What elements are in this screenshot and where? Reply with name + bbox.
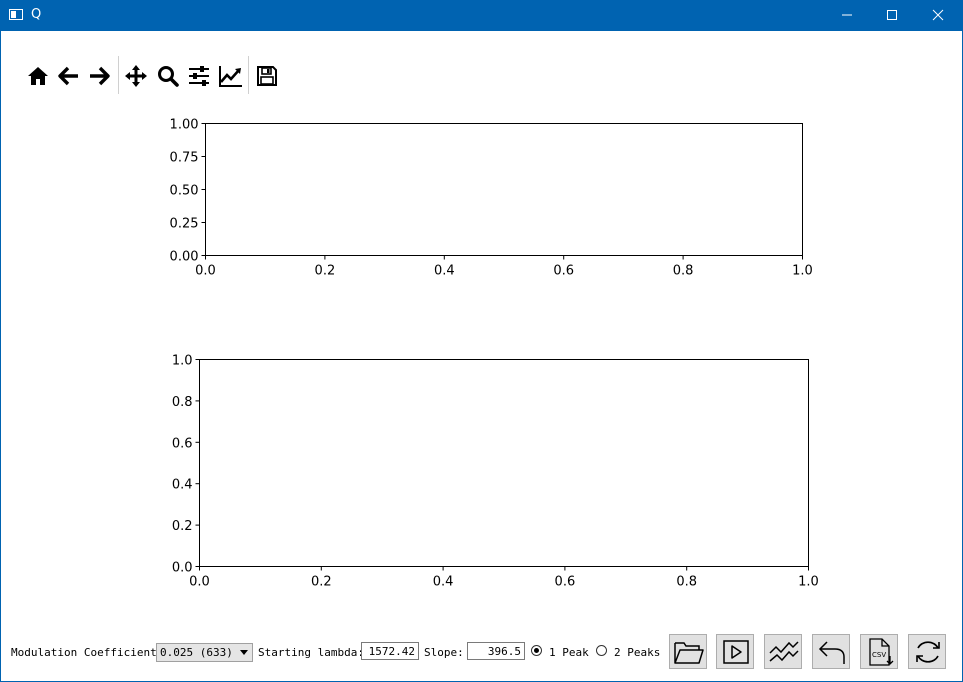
y-tick-label: 0.6 (172, 436, 193, 451)
x-tick-label: 0.8 (676, 575, 697, 590)
slope-label: Slope: (424, 646, 464, 659)
x-tick-label: 0.2 (311, 575, 332, 590)
undo-icon (818, 641, 845, 664)
x-tick-label: 1.0 (798, 575, 819, 590)
home-icon (28, 67, 48, 85)
plot-bottom[interactable]: 0.0 0.2 0.4 0.6 0.8 1.0 0.0 0.2 0.4 0.6 0.8 1.0 (150, 348, 840, 593)
app-icon (9, 9, 23, 20)
y-tick-label: 0.50 (170, 184, 199, 199)
svg-text:CSV: CSV (872, 651, 886, 659)
undo-button[interactable] (812, 634, 850, 669)
x-tick-label: 0.2 (315, 264, 336, 279)
edit-axis-button[interactable] (216, 62, 244, 90)
slope-input[interactable]: 396.5 (467, 642, 525, 660)
x-tick-label: 0.8 (673, 264, 694, 279)
y-tick-label: 1.00 (170, 118, 199, 133)
configure-subplots-icon (189, 66, 209, 86)
zoom-icon (158, 66, 179, 87)
save-button[interactable] (253, 62, 281, 90)
refresh-button[interactable] (908, 634, 946, 669)
toolbar-separator (248, 56, 249, 94)
radio-1-peak-label: 1 Peak (549, 646, 589, 659)
pan-button[interactable] (122, 62, 150, 90)
axes-frame (199, 359, 809, 567)
edit-axis-icon (219, 66, 242, 87)
open-folder-button[interactable] (669, 634, 707, 669)
save-icon (257, 66, 277, 86)
pan-icon (125, 65, 147, 87)
y-tick-label: 0.0 (172, 561, 193, 576)
zoom-button[interactable] (154, 62, 182, 90)
curves-button[interactable] (764, 634, 802, 669)
y-tick-label: 1.0 (172, 354, 193, 369)
configure-subplots-button[interactable] (185, 62, 213, 90)
maximize-button[interactable] (869, 0, 915, 31)
toolbar-separator (118, 56, 119, 94)
x-tick-label: 0.6 (555, 575, 576, 590)
y-tick-label: 0.4 (172, 478, 193, 493)
starting-lambda-input[interactable]: 1572.42 (361, 642, 419, 660)
y-tick-label: 0.00 (170, 250, 199, 265)
x-tick-label: 0.4 (434, 264, 455, 279)
y-tick-label: 0.25 (170, 217, 199, 232)
modulation-coefficient-select[interactable]: 0.025 (633) (156, 643, 253, 662)
close-icon (932, 9, 944, 21)
y-tick-label: 0.8 (172, 395, 193, 410)
x-tick-label: 0.0 (195, 264, 216, 279)
modulation-coefficient-value: 0.025 (633) (160, 646, 233, 659)
forward-arrow-icon (90, 66, 110, 86)
modulation-coefficient-label: Modulation Coefficient: (11, 646, 164, 659)
radio-2-peaks[interactable] (596, 645, 607, 656)
radio-2-peaks-label: 2 Peaks (614, 646, 661, 659)
open-folder-icon (674, 642, 704, 664)
curves-icon (769, 641, 799, 662)
home-button[interactable] (24, 62, 52, 90)
plot-top[interactable]: 0.0 0.2 0.4 0.6 0.8 1.0 0.00 0.25 0.50 0.75 1.00 (150, 112, 830, 282)
starting-lambda-label: Starting lambda: (258, 646, 364, 659)
minimize-button[interactable] (824, 0, 870, 31)
x-tick-label: 0.6 (553, 264, 574, 279)
title-bar: Q (0, 0, 963, 31)
forward-button[interactable] (85, 62, 113, 90)
close-button[interactable] (915, 0, 961, 31)
csv-export-button[interactable]: CSV (860, 634, 898, 669)
play-button[interactable] (716, 634, 754, 669)
x-tick-label: 1.0 (792, 264, 813, 279)
back-button[interactable] (55, 62, 83, 90)
window-title: Q (31, 7, 42, 22)
csv-export-icon: CSV (869, 638, 894, 666)
radio-selected-dot (534, 648, 539, 653)
axes-frame (205, 123, 803, 256)
chevron-down-icon (240, 650, 248, 655)
x-tick-label: 0.0 (189, 575, 210, 590)
refresh-icon (916, 641, 940, 663)
radio-1-peak[interactable] (531, 645, 542, 656)
back-arrow-icon (58, 66, 78, 86)
y-tick-label: 0.75 (170, 151, 199, 166)
y-tick-label: 0.2 (172, 519, 193, 534)
play-icon (723, 640, 749, 664)
x-tick-label: 0.4 (433, 575, 454, 590)
maximize-icon (887, 10, 897, 20)
minimize-icon (842, 14, 852, 16)
